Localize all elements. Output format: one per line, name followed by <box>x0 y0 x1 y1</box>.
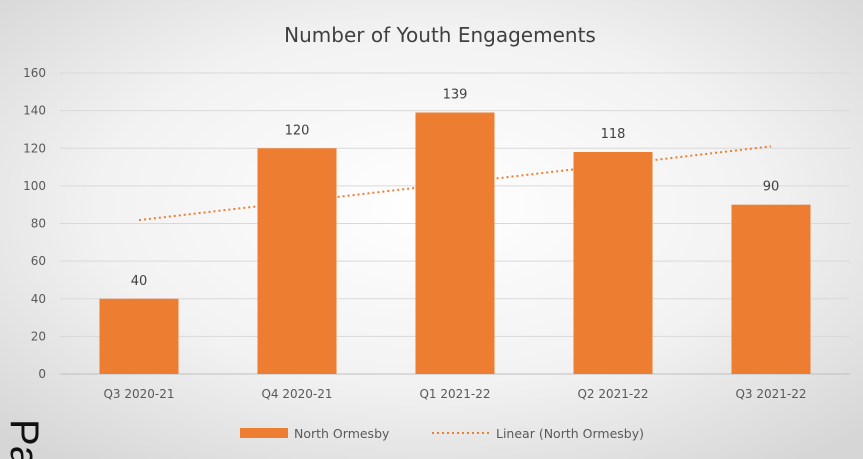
data-labels: 40 120 139 118 90 <box>131 88 780 289</box>
data-label-2: 120 <box>285 123 310 138</box>
y-tick-label-40: 40 <box>31 292 46 306</box>
y-tick-label-20: 20 <box>31 329 46 343</box>
trendline <box>138 145 772 222</box>
y-tick-label-160: 160 <box>23 66 46 80</box>
x-axis-tick-labels: Q3 2020-21 Q4 2020-21 Q1 2021-22 Q2 2021-22… <box>103 387 806 401</box>
page-text-fragment: Pa <box>4 409 48 459</box>
bar-4 <box>573 152 653 374</box>
x-tick-label-4: Q2 2021-22 <box>577 387 648 401</box>
x-tick-label-2: Q4 2020-21 <box>261 387 332 401</box>
bar-2 <box>257 148 337 374</box>
data-label-1: 40 <box>131 274 148 289</box>
y-tick-label-0: 0 <box>38 367 46 381</box>
y-tick-label-120: 120 <box>23 141 46 155</box>
legend-label-north-ormesby: North Ormesby <box>294 426 390 441</box>
y-tick-label-60: 60 <box>31 254 46 268</box>
legend-label-linear-trendline: Linear (North Ormesby) <box>496 426 644 441</box>
y-axis-tick-labels: 0 20 40 60 80 100 120 140 160 <box>23 66 46 381</box>
x-tick-label-1: Q3 2020-21 <box>103 387 174 401</box>
bar-1 <box>99 298 179 374</box>
trendline-group <box>138 145 772 222</box>
y-tick-label-100: 100 <box>23 179 46 193</box>
bars <box>99 112 811 374</box>
x-tick-label-3: Q1 2021-22 <box>419 387 490 401</box>
chart-title: Number of Youth Engagements <box>284 23 596 47</box>
data-label-3: 139 <box>443 88 468 103</box>
bar-5 <box>731 204 811 374</box>
x-tick-label-5: Q3 2021-22 <box>735 387 806 401</box>
data-label-4: 118 <box>601 127 626 142</box>
legend-swatch-north-ormesby <box>240 428 288 438</box>
page-text-fragment-label: Pa <box>4 419 46 459</box>
data-label-5: 90 <box>763 180 780 195</box>
y-tick-label-140: 140 <box>23 104 46 118</box>
bar-3 <box>415 112 495 374</box>
legend: North Ormesby Linear (North Ormesby) <box>240 426 644 441</box>
y-tick-label-80: 80 <box>31 217 46 231</box>
